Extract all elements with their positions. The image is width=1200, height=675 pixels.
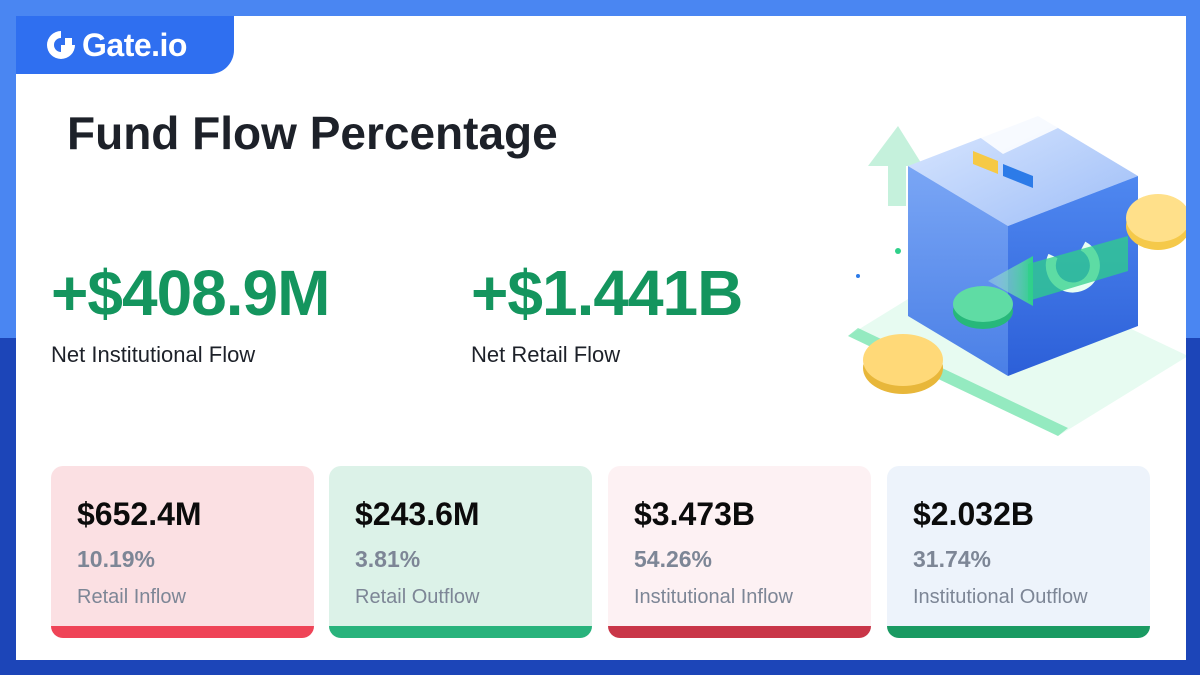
fund-box-illustration (848, 111, 1186, 436)
stat-amount: $652.4M (77, 496, 202, 532)
stat-percent: 3.81% (355, 546, 421, 572)
stat-accent-bar (608, 626, 871, 638)
main-card: Gate.io Fund Flow Percentage +$408.9M Ne… (16, 16, 1186, 660)
stat-percent: 10.19% (77, 546, 156, 572)
stat-card-retail-outflow[interactable]: $243.6M 3.81% Retail Outflow (329, 466, 592, 638)
brand-logo-text: Gate.io (82, 26, 187, 63)
stat-accent-bar (329, 626, 592, 638)
logo-tab: Gate.io (16, 16, 234, 74)
stat-label: Institutional Outflow (913, 586, 1088, 608)
net-retail-flow-value: +$1.441B (471, 257, 743, 329)
net-institutional-flow-value: +$408.9M (51, 257, 330, 329)
stat-amount: $3.473B (634, 496, 755, 532)
stat-label: Retail Outflow (355, 586, 480, 608)
net-retail-flow-label: Net Retail Flow (471, 342, 621, 367)
stat-percent: 31.74% (913, 546, 992, 572)
stat-card-institutional-outflow[interactable]: $2.032B 31.74% Institutional Outflow (887, 466, 1150, 638)
stat-percent: 54.26% (634, 546, 713, 572)
net-institutional-flow-label: Net Institutional Flow (51, 342, 256, 367)
stat-amount: $243.6M (355, 496, 480, 532)
brand-logo[interactable]: Gate.io (44, 26, 187, 64)
gate-logo-icon (47, 31, 75, 59)
stat-amount: $2.032B (913, 496, 1034, 532)
stat-card-institutional-inflow[interactable]: $3.473B 54.26% Institutional Inflow (608, 466, 871, 638)
page-title: Fund Flow Percentage (67, 107, 558, 159)
stat-card-retail-inflow[interactable]: $652.4M 10.19% Retail Inflow (51, 466, 314, 638)
stat-label: Institutional Inflow (634, 586, 793, 608)
stat-accent-bar (887, 626, 1150, 638)
stat-accent-bar (51, 626, 314, 638)
stat-label: Retail Inflow (77, 586, 186, 608)
